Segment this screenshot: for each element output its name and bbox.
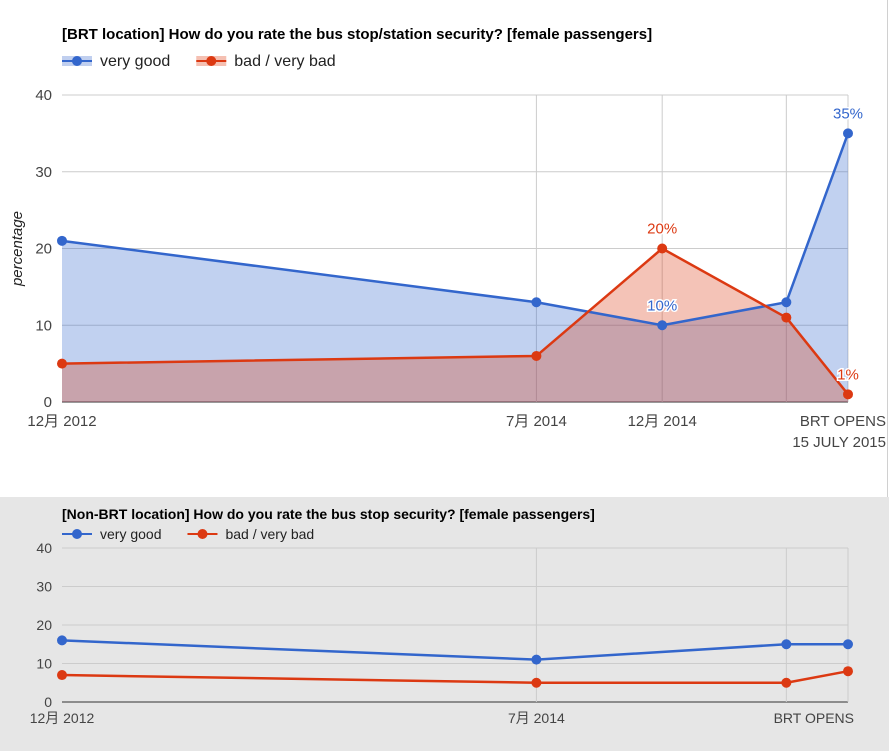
- brt-y-tick-label: 20: [35, 241, 52, 258]
- nonbrt-legend-very-good-label: very good: [100, 526, 161, 542]
- brt-legend-bad-very-bad: bad / very bad: [196, 53, 336, 70]
- brt-data-label: 20%: [647, 221, 677, 238]
- brt-point-very-good: [657, 320, 668, 331]
- brt-point-bad-very-bad: [57, 358, 67, 369]
- nonbrt-y-tick-label: 20: [36, 617, 52, 633]
- nonbrt-chart-title: [Non-BRT location] How do you rate the b…: [62, 506, 595, 522]
- brt-y-tick-label: 10: [35, 317, 52, 334]
- nonbrt-legend-bad-very-bad-marker: [197, 529, 208, 539]
- brt-point-very-good: [531, 297, 542, 308]
- brt-data-label: 35%: [833, 105, 863, 122]
- non-brt-location-chart-panel: [Non-BRT location] How do you rate the b…: [0, 497, 889, 751]
- nonbrt-y-tick-label: 0: [44, 694, 52, 710]
- brt-area-bad-very-bad: [62, 248, 848, 402]
- brt-y-tick-label: 40: [35, 87, 52, 104]
- brt-location-chart: [BRT location] How do you rate the bus s…: [9, 26, 886, 451]
- nonbrt-point-very-good: [57, 635, 67, 646]
- brt-x-tick-label: 7月 2014: [506, 413, 567, 430]
- brt-point-bad-very-bad: [531, 350, 542, 361]
- nonbrt-point-bad-very-bad: [843, 666, 853, 677]
- brt-y-tick-label: 30: [35, 164, 52, 181]
- brt-x-tick-label: 12月 2014: [628, 413, 697, 430]
- nonbrt-legend-very-good-marker: [72, 529, 82, 539]
- nonbrt-y-tick-label: 10: [36, 656, 52, 672]
- brt-point-very-good: [781, 297, 792, 308]
- brt-area-very-good: [62, 133, 848, 402]
- nonbrt-point-bad-very-bad: [781, 677, 792, 688]
- nonbrt-legend-bad-very-bad: bad / very bad: [187, 526, 314, 542]
- brt-y-axis-title: percentage: [9, 211, 26, 287]
- nonbrt-y-tick-label: 40: [36, 540, 52, 556]
- non-brt-location-chart: [Non-BRT location] How do you rate the b…: [30, 506, 854, 726]
- brt-x-tick-label: 12月 2012: [27, 413, 96, 430]
- nonbrt-legend-bad-very-bad-label: bad / very bad: [225, 526, 314, 542]
- nonbrt-legend-very-good: very good: [62, 526, 161, 542]
- brt-legend-bad-very-bad-marker: [206, 56, 217, 66]
- nonbrt-point-very-good: [843, 639, 853, 650]
- brt-point-very-good: [57, 235, 67, 246]
- nonbrt-y-tick-label: 30: [36, 579, 52, 595]
- brt-x-tick-label: 15 JULY 2015: [792, 434, 886, 451]
- nonbrt-x-tick-label: BRT OPENS: [774, 710, 854, 726]
- brt-point-very-good: [843, 128, 853, 139]
- brt-legend-very-good-marker: [72, 56, 82, 66]
- nonbrt-line-very-good: [61, 639, 848, 661]
- nonbrt-point-very-good: [531, 654, 542, 665]
- brt-data-label: 10%: [647, 297, 677, 314]
- brt-location-chart-panel: [BRT location] How do you rate the bus s…: [9, 0, 888, 497]
- brt-point-bad-very-bad: [657, 243, 668, 254]
- brt-legend-very-good-label: very good: [100, 53, 170, 70]
- nonbrt-line-bad-very-bad: [61, 669, 849, 684]
- nonbrt-point-bad-very-bad: [57, 670, 67, 681]
- brt-x-tick-label: BRT OPENS: [800, 413, 886, 430]
- brt-legend-very-good: very good: [62, 53, 170, 70]
- nonbrt-x-tick-label: 12月 2012: [30, 710, 95, 726]
- nonbrt-point-very-good: [781, 639, 792, 650]
- brt-point-bad-very-bad: [843, 389, 853, 400]
- brt-data-label: 1%: [837, 366, 859, 383]
- nonbrt-x-tick-label: 7月 2014: [508, 710, 565, 726]
- brt-point-bad-very-bad: [781, 312, 792, 323]
- brt-legend-bad-very-bad-label: bad / very bad: [234, 53, 335, 70]
- brt-y-tick-label: 0: [44, 394, 52, 411]
- brt-chart-title: [BRT location] How do you rate the bus s…: [62, 26, 652, 43]
- nonbrt-point-bad-very-bad: [531, 677, 542, 688]
